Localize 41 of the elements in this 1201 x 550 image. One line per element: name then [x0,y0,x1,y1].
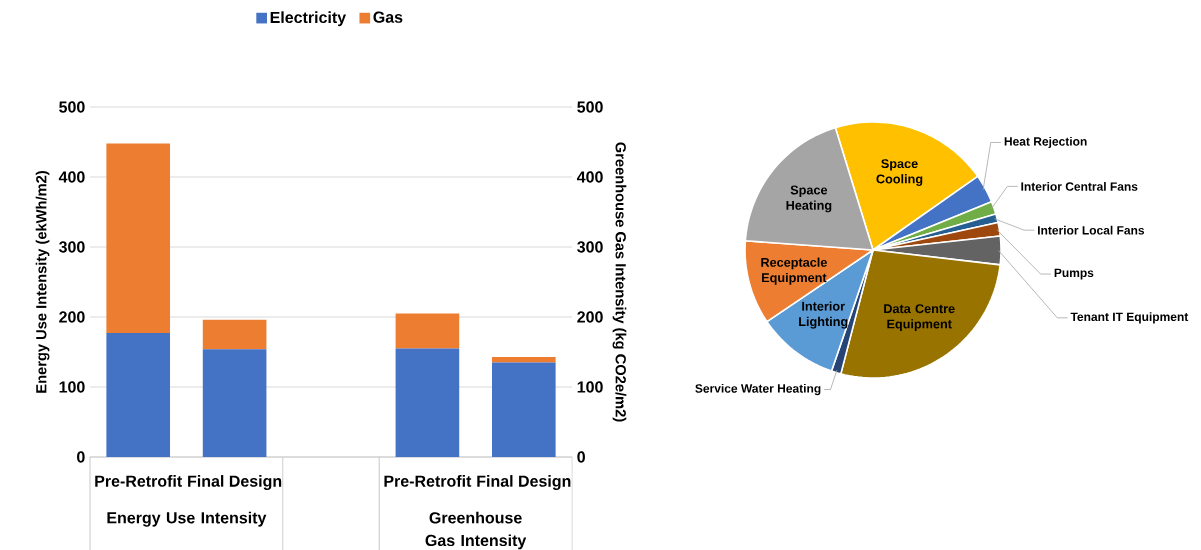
y-axis-title: Energy Use Intensity (ekWh/m2) [35,171,50,393]
y2-tick-label: 400 [576,171,603,183]
y-tick-label: 400 [58,171,85,183]
legend-label: Electricity [270,11,347,27]
bar [202,319,267,350]
legend-label: Gas [373,11,403,23]
y-tick-label: 100 [59,381,85,393]
y2-axis-title: Greenhouse Gas Intensity (kg CO2e/m2) [612,142,627,422]
bar [491,356,556,363]
slice-label: Data Centre Equipment [884,304,955,331]
x-tick-label: Final Design [188,475,282,491]
slice-label: Space Cooling [876,159,923,186]
slice-label: Interior Local Fans [1038,225,1145,235]
y2-tick-label: 100 [577,381,603,393]
y-tick-label: 300 [58,241,85,253]
text: Greenhouse Gas Intensity [425,511,527,550]
y2-tick-label: 0 [577,451,585,463]
x-tick-label: Final Design [477,475,571,491]
slice-label: Space Heating [786,185,832,213]
y2-tick-label: 500 [577,101,603,113]
slice-label: Service Water Heating [695,383,821,396]
y2-tick-label: 300 [577,241,603,253]
y-tick-label: 200 [59,311,85,323]
slice-label: Pumps [1054,268,1094,280]
bar [106,143,171,334]
slice-label: Receptacle Equipment [761,257,827,285]
bar [491,362,556,457]
text: Energy Use Intensity [107,511,267,527]
y-tick-label: 0 [77,451,85,463]
bar [106,333,171,457]
y2-tick-label: 200 [577,311,603,323]
slice-label: Heat Rejection [1004,136,1087,149]
slice-label: Interior Central Fans [1021,181,1138,191]
bar [395,348,460,457]
y-tick-label: 500 [59,101,85,113]
bar [395,313,460,349]
slice-label: Tenant IT Equipment [1070,312,1189,324]
x-tick-label: Pre-Retrofit [384,475,472,487]
bar [202,349,267,457]
x-tick-label: Pre-Retrofit [95,475,182,487]
slice-label: Interior Lighting [799,301,848,329]
